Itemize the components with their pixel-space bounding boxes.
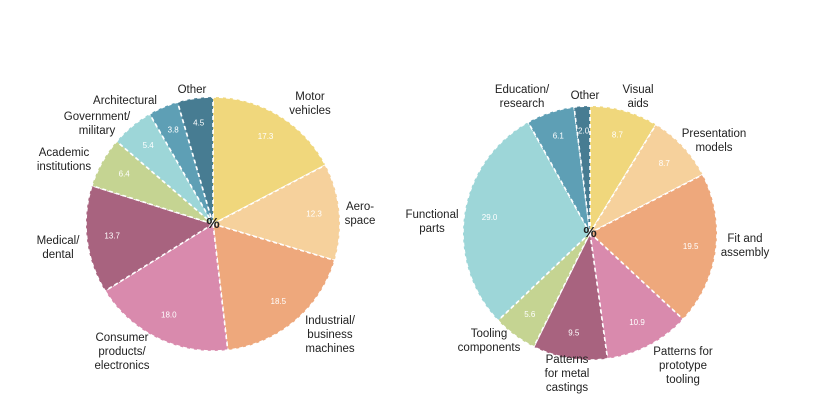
slice-category-label: Tooling components [458, 328, 521, 354]
category-label-line: Visual [622, 84, 653, 96]
category-label-line: assembly [721, 247, 770, 259]
pie-slice [85, 184, 215, 293]
category-label-line: aids [627, 98, 648, 110]
slice-value-label: 10.9 [629, 318, 645, 327]
slice-category-label: Visual aids [622, 84, 653, 110]
center-percent-label: % [206, 215, 219, 232]
slice-category-label: Academic institutions [37, 147, 92, 173]
slice-category-label: Patterns for prototype tooling [653, 346, 713, 386]
pie-slice [103, 222, 229, 352]
category-label-line: Patterns [546, 354, 589, 366]
category-label-line: dental [42, 249, 73, 261]
category-label-line: Patterns for [653, 346, 713, 358]
pie-slice [210, 163, 341, 262]
slice-value-label: 13.7 [104, 232, 120, 241]
category-label-line: Other [571, 90, 600, 102]
slice-category-label: Consumer products/electronics [95, 332, 150, 372]
category-label-line: Aero- [346, 201, 374, 213]
category-label-line: Motor [295, 91, 325, 103]
category-label-line: for metal [545, 368, 590, 380]
pie-slice [573, 105, 591, 234]
category-label-line: models [695, 142, 732, 154]
pie-chart-left: 17.3 Motor vehicles 12.3 Aero-space 18.5 Indus… [37, 84, 376, 372]
category-label-line: Medical/ [37, 235, 81, 247]
slice-category-label: Medical/dental [37, 235, 81, 261]
category-label-line: products/ [98, 346, 146, 358]
category-label-line: Education/ [495, 84, 550, 96]
category-label-line: prototype [659, 360, 707, 372]
pie-slice [176, 96, 214, 225]
pie-slice [212, 222, 336, 352]
slice-category-label: Government/military [64, 111, 131, 137]
slice-category-label: Presentation models [682, 128, 747, 154]
slice-category-label: Fit and assembly [721, 233, 770, 259]
category-label-line: Consumer [95, 332, 148, 344]
slice-value-label: 6.1 [553, 132, 565, 141]
category-label-line: Academic [39, 147, 90, 159]
slice-category-label: Motor vehicles [289, 91, 331, 117]
category-label-line: institutions [37, 161, 92, 173]
category-label-line: Presentation [682, 128, 747, 140]
category-label-line: tooling [666, 374, 700, 386]
category-label-line: Other [178, 84, 207, 96]
pie-slice [588, 173, 718, 321]
slice-value-label: 4.5 [193, 119, 205, 128]
slice-value-label: 29.0 [482, 213, 498, 222]
category-label-line: Tooling [471, 328, 507, 340]
category-label-line: Fit and [727, 233, 762, 245]
slice-value-label: 19.5 [683, 242, 699, 251]
category-label-line: components [458, 342, 521, 354]
slice-category-label: Industrial/business machines [305, 315, 356, 355]
pie-slice [532, 230, 609, 361]
slice-value-label: 17.3 [258, 132, 274, 141]
category-label-line: research [500, 98, 545, 110]
pie-chart-right: 8.7 Visual aids 8.7 Presentation models 19.5 Fi… [405, 84, 769, 394]
slice-value-label: 9.5 [568, 328, 580, 337]
category-label-line: Industrial/ [305, 315, 356, 327]
slice-value-label: 8.7 [659, 159, 671, 168]
slice-value-label: 18.5 [271, 297, 287, 306]
category-label-line: castings [546, 382, 588, 394]
slice-value-label: 5.6 [524, 310, 536, 319]
category-label-line: business [307, 329, 353, 341]
slice-category-label: Other [178, 84, 207, 96]
slice-category-label: Other [571, 90, 600, 102]
slice-value-label: 18.0 [161, 311, 177, 320]
category-label-line: Architectural [93, 95, 157, 107]
category-label-line: vehicles [289, 105, 331, 117]
slice-category-label: Architectural [93, 95, 157, 107]
category-label-line: space [345, 215, 376, 227]
pie-slice [588, 230, 685, 360]
category-label-line: machines [305, 343, 354, 355]
slice-category-label: Education/research [495, 84, 550, 110]
category-label-line: military [79, 125, 116, 137]
slice-value-label: 3.8 [168, 126, 180, 135]
slice-value-label: 2.0 [578, 127, 590, 136]
pie-slice [462, 121, 592, 322]
slice-category-label: Aero-space [345, 201, 376, 227]
category-label-line: parts [419, 223, 445, 235]
category-label-line: Government/ [64, 111, 131, 123]
center-percent-label: % [583, 224, 596, 241]
slice-value-label: 12.3 [306, 209, 322, 218]
pie-slice [212, 96, 327, 226]
category-label-line: Functional [405, 209, 458, 221]
slice-value-label: 8.7 [612, 130, 624, 139]
slice-category-label: Patterns for metal castings [545, 354, 590, 394]
slice-value-label: 6.4 [119, 170, 131, 179]
slice-value-label: 5.4 [143, 141, 155, 150]
category-label-line: electronics [95, 360, 150, 372]
slice-category-label: Functional parts [405, 209, 458, 235]
